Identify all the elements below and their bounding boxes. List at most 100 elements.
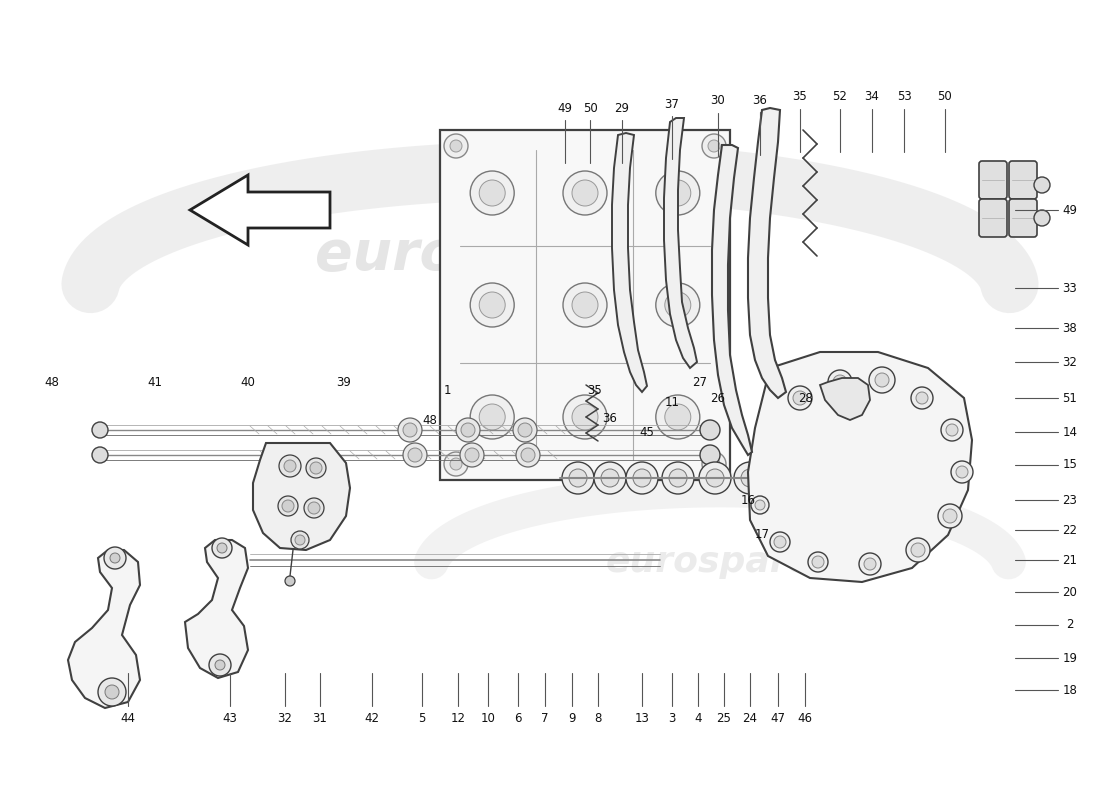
Polygon shape (712, 145, 752, 455)
Polygon shape (68, 550, 140, 708)
Circle shape (702, 452, 726, 476)
Circle shape (212, 538, 232, 558)
Text: 1: 1 (443, 383, 451, 397)
Text: 5: 5 (418, 711, 426, 725)
Circle shape (444, 134, 468, 158)
Text: eurospares: eurospares (315, 228, 666, 282)
Circle shape (916, 392, 928, 404)
Text: 12: 12 (451, 711, 465, 725)
Text: 44: 44 (121, 711, 135, 725)
Circle shape (755, 500, 764, 510)
Circle shape (403, 423, 417, 437)
Circle shape (708, 140, 720, 152)
Text: 23: 23 (1063, 494, 1077, 506)
Circle shape (480, 292, 505, 318)
Circle shape (470, 171, 514, 215)
Text: eurospares: eurospares (606, 545, 834, 579)
Circle shape (217, 543, 227, 553)
Text: 34: 34 (865, 90, 879, 103)
Polygon shape (748, 108, 786, 398)
Text: 50: 50 (937, 90, 953, 103)
Text: 49: 49 (1063, 203, 1078, 217)
Circle shape (562, 462, 594, 494)
Text: 36: 36 (752, 94, 768, 106)
Circle shape (563, 283, 607, 327)
Text: 27: 27 (693, 375, 707, 389)
Circle shape (513, 418, 537, 442)
Text: 46: 46 (798, 711, 813, 725)
Text: 15: 15 (1063, 458, 1077, 471)
Text: 39: 39 (337, 375, 351, 389)
Text: 29: 29 (615, 102, 629, 114)
Circle shape (601, 469, 619, 487)
Circle shape (833, 375, 847, 389)
Text: 30: 30 (711, 94, 725, 107)
Text: 35: 35 (587, 383, 603, 397)
Circle shape (664, 180, 691, 206)
Circle shape (450, 458, 462, 470)
Circle shape (952, 461, 974, 483)
Circle shape (662, 462, 694, 494)
Text: 3: 3 (669, 711, 675, 725)
Circle shape (398, 418, 422, 442)
Circle shape (92, 422, 108, 438)
Circle shape (698, 462, 732, 494)
Text: 6: 6 (515, 711, 521, 725)
Circle shape (92, 447, 108, 463)
Circle shape (700, 420, 720, 440)
Circle shape (295, 535, 305, 545)
Circle shape (460, 443, 484, 467)
Circle shape (828, 370, 852, 394)
Polygon shape (664, 118, 697, 368)
Polygon shape (185, 540, 248, 678)
Text: 9: 9 (569, 711, 575, 725)
Circle shape (664, 404, 691, 430)
Circle shape (626, 462, 658, 494)
FancyBboxPatch shape (1009, 161, 1037, 199)
Circle shape (956, 466, 968, 478)
Text: 18: 18 (1063, 683, 1077, 697)
Circle shape (282, 500, 294, 512)
Text: 40: 40 (241, 375, 255, 389)
Circle shape (656, 283, 700, 327)
Circle shape (563, 395, 607, 439)
Text: 36: 36 (603, 411, 617, 425)
Polygon shape (820, 378, 870, 420)
Circle shape (516, 443, 540, 467)
Text: 20: 20 (1063, 586, 1077, 598)
Text: 11: 11 (664, 395, 680, 409)
Polygon shape (748, 352, 972, 582)
Circle shape (292, 531, 309, 549)
Circle shape (104, 547, 126, 569)
Circle shape (669, 469, 688, 487)
Circle shape (938, 504, 962, 528)
Circle shape (444, 452, 468, 476)
Circle shape (793, 391, 807, 405)
Circle shape (874, 373, 889, 387)
Circle shape (470, 283, 514, 327)
Circle shape (788, 386, 812, 410)
Circle shape (808, 552, 828, 572)
Circle shape (859, 553, 881, 575)
Circle shape (209, 654, 231, 676)
Circle shape (734, 462, 766, 494)
Circle shape (594, 462, 626, 494)
Polygon shape (253, 443, 350, 550)
Circle shape (465, 448, 478, 462)
Circle shape (470, 395, 514, 439)
Circle shape (285, 576, 295, 586)
Circle shape (906, 538, 930, 562)
Circle shape (632, 469, 651, 487)
Text: 53: 53 (896, 90, 912, 103)
Circle shape (279, 455, 301, 477)
Text: 37: 37 (664, 98, 680, 110)
Text: 26: 26 (711, 391, 726, 405)
Circle shape (940, 419, 962, 441)
Circle shape (310, 462, 322, 474)
Text: 22: 22 (1063, 523, 1078, 537)
Text: 47: 47 (770, 711, 785, 725)
Circle shape (563, 171, 607, 215)
Circle shape (751, 496, 769, 514)
Circle shape (911, 387, 933, 409)
Circle shape (408, 448, 422, 462)
